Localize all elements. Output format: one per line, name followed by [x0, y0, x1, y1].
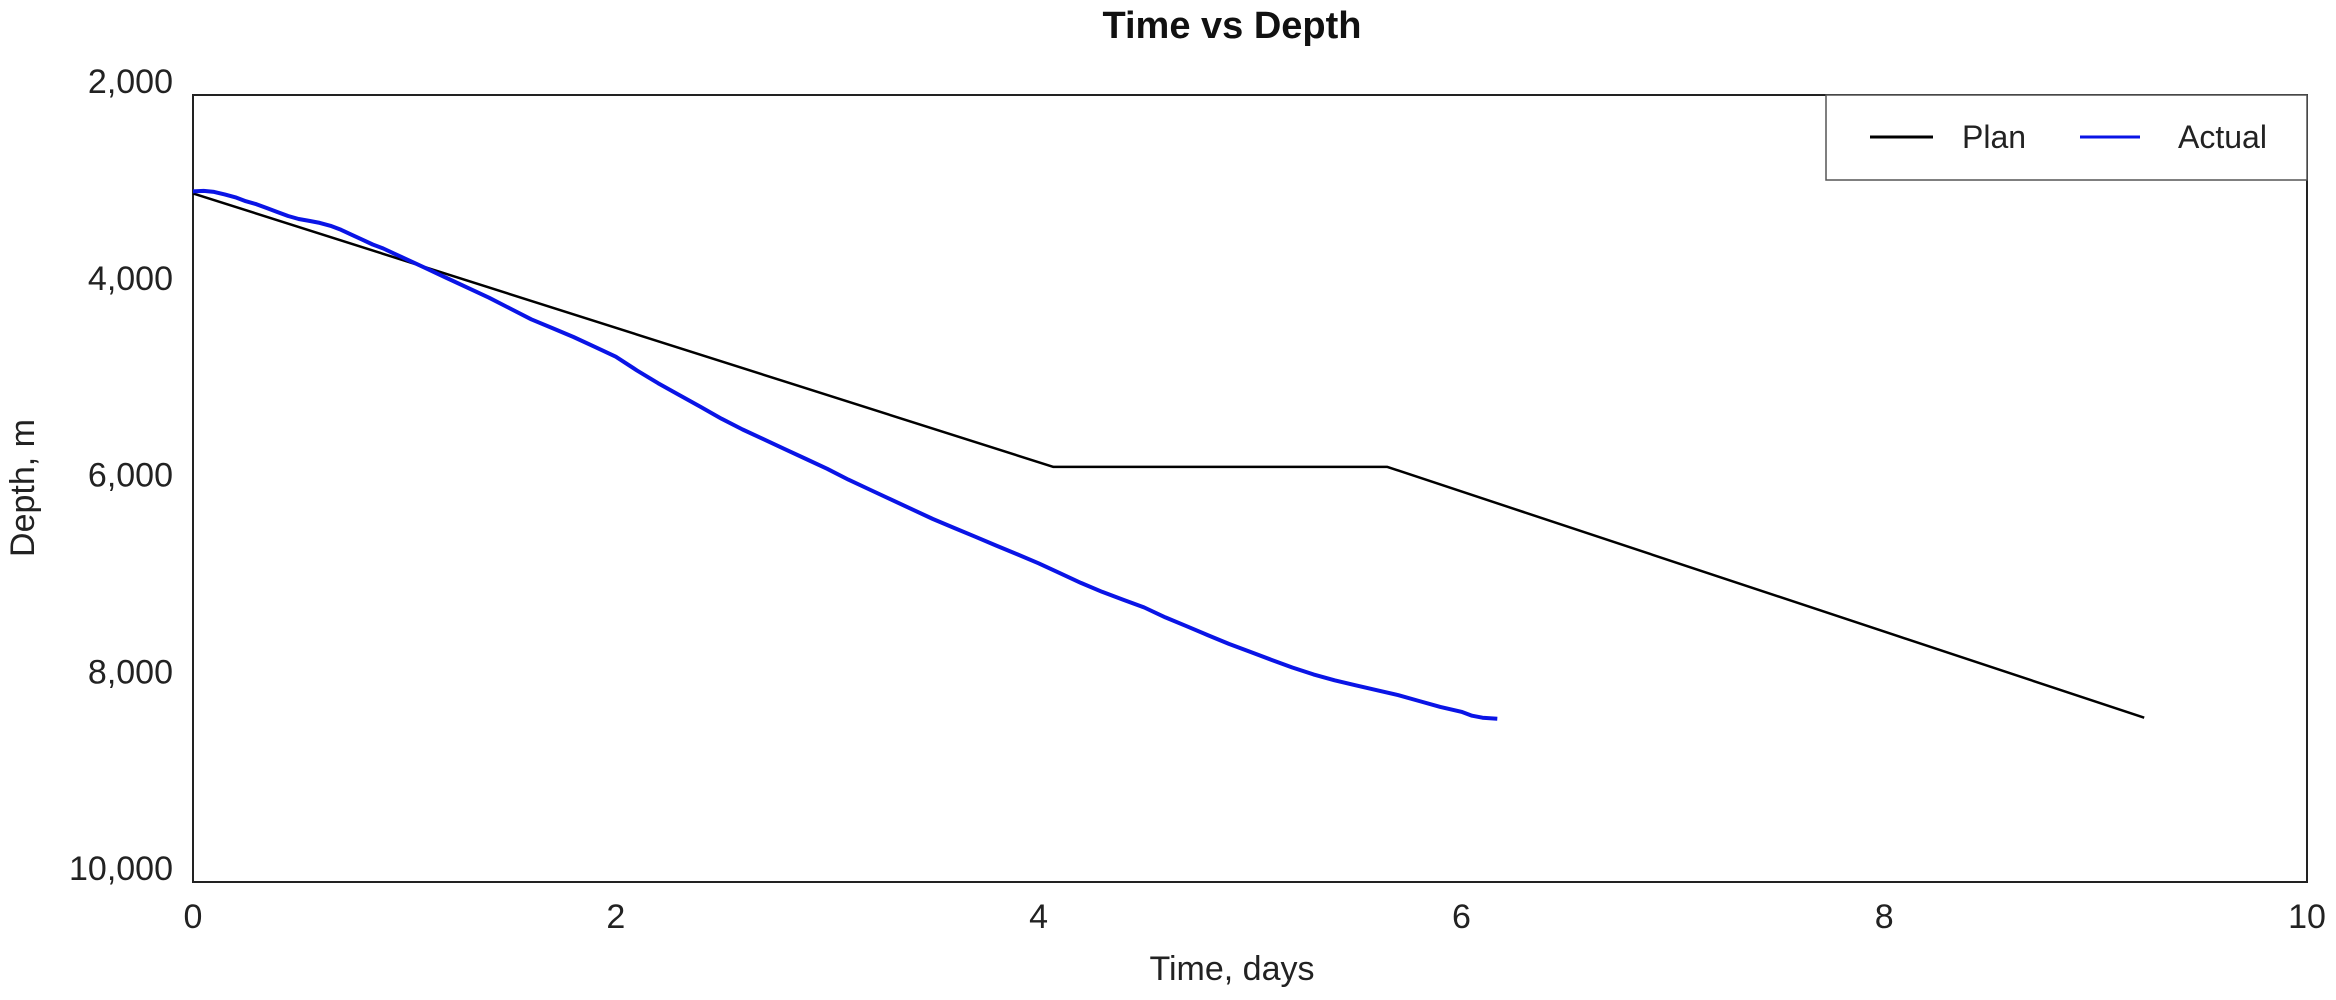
x-tick-label: 6: [1452, 898, 1471, 936]
y-tick-label: 8,000: [88, 653, 173, 691]
y-tick-label: 6,000: [88, 457, 173, 495]
x-tick-label: 4: [1029, 898, 1048, 936]
legend-label-plan: Plan: [1962, 119, 2026, 155]
series-line-actual: [192, 188, 1498, 721]
plot-area-frame: [192, 94, 2308, 883]
y-tick-labels: 2,000 4,000 6,000 8,000 10,000: [69, 63, 173, 888]
y-tick-label: 2,000: [88, 63, 173, 101]
y-tick-label: 10,000: [69, 850, 173, 888]
x-tick-label: 2: [606, 898, 625, 936]
y-tick-label: 4,000: [88, 260, 173, 298]
y-axis-label: Depth, m: [4, 419, 42, 557]
series-layer: [192, 188, 2145, 721]
series-line-plan: [192, 192, 2145, 719]
x-tick-label: 8: [1875, 898, 1894, 936]
legend: Plan Actual: [1825, 94, 2308, 181]
x-tick-label: 0: [184, 898, 203, 936]
chart-title: Time vs Depth: [1102, 5, 1361, 47]
x-axis-label: Time, days: [1149, 950, 1314, 988]
x-tick-label: 10: [2288, 898, 2326, 936]
x-tick-labels: 0 2 4 6 8 10: [184, 898, 2326, 936]
legend-label-actual: Actual: [2178, 119, 2267, 155]
